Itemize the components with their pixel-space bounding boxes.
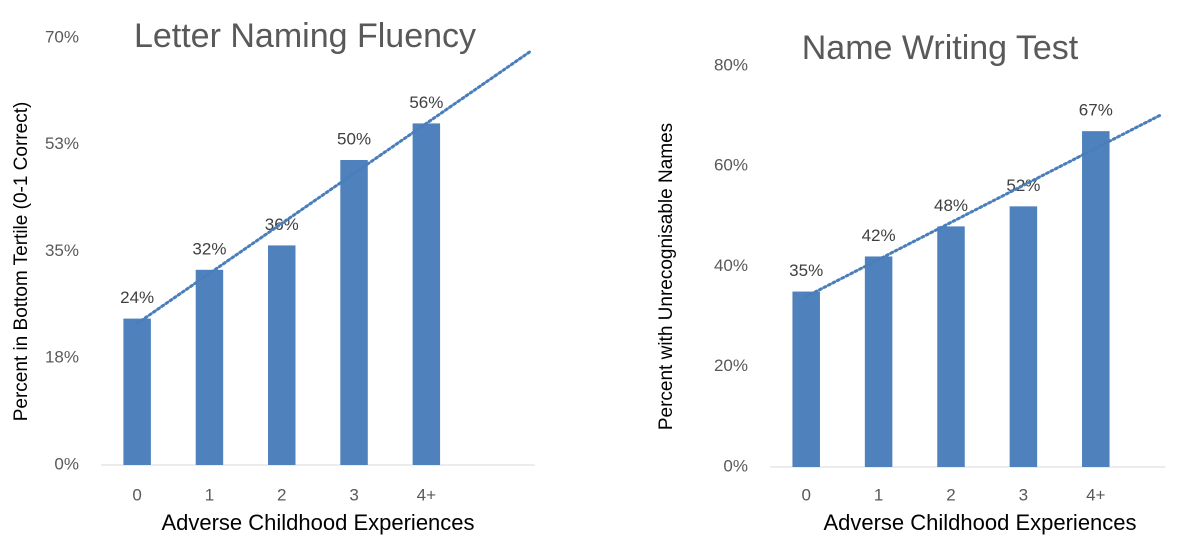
y-tick-label: 18% bbox=[45, 348, 79, 367]
bar bbox=[195, 269, 224, 465]
x-axis-label: Adverse Childhood Experiences bbox=[823, 510, 1136, 535]
x-tick-label: 0 bbox=[132, 485, 141, 504]
data-label: 42% bbox=[862, 226, 896, 245]
y-axis-label: Percent with Unrecognisable Names bbox=[656, 123, 677, 430]
y-tick-label: 0% bbox=[54, 454, 79, 473]
x-tick-label: 1 bbox=[874, 485, 883, 504]
bar bbox=[1082, 131, 1110, 467]
bar bbox=[1009, 206, 1038, 467]
data-label: 50% bbox=[337, 129, 371, 148]
chart-title: Letter Naming Fluency bbox=[134, 17, 476, 55]
x-tick-label: 4+ bbox=[1086, 485, 1105, 504]
data-label: 32% bbox=[192, 239, 226, 258]
bar bbox=[340, 160, 368, 465]
x-tick-label: 3 bbox=[1019, 485, 1028, 504]
y-tick-label: 35% bbox=[45, 241, 79, 260]
x-tick-label: 3 bbox=[349, 485, 358, 504]
bar bbox=[792, 291, 820, 467]
x-tick-label: 2 bbox=[277, 485, 286, 504]
data-label: 67% bbox=[1079, 101, 1113, 120]
trendline bbox=[135, 49, 533, 325]
bar bbox=[937, 226, 965, 467]
y-axis-label: Percent in Bottom Tertile (0-1 Correct) bbox=[11, 102, 32, 422]
y-tick-label: 80% bbox=[714, 55, 748, 74]
bar bbox=[123, 318, 151, 465]
y-tick-label: 53% bbox=[45, 134, 79, 153]
data-label: 35% bbox=[789, 261, 823, 280]
data-label: 48% bbox=[934, 196, 968, 215]
y-tick-label: 20% bbox=[714, 356, 748, 375]
data-label: 24% bbox=[120, 288, 154, 307]
x-tick-label: 2 bbox=[946, 485, 955, 504]
x-tick-label: 4+ bbox=[417, 485, 436, 504]
x-tick-label: 1 bbox=[205, 485, 214, 504]
bar bbox=[268, 245, 296, 465]
y-tick-label: 60% bbox=[714, 156, 748, 175]
x-tick-label: 0 bbox=[801, 485, 810, 504]
data-label: 56% bbox=[409, 93, 443, 112]
bar bbox=[864, 256, 893, 467]
x-axis-label: Adverse Childhood Experiences bbox=[161, 510, 474, 535]
y-tick-label: 0% bbox=[723, 456, 748, 475]
chart-title: Name Writing Test bbox=[802, 29, 1079, 67]
bar bbox=[412, 123, 441, 466]
trendline bbox=[804, 113, 1163, 299]
y-tick-label: 40% bbox=[714, 256, 748, 275]
y-tick-label: 70% bbox=[45, 27, 79, 46]
